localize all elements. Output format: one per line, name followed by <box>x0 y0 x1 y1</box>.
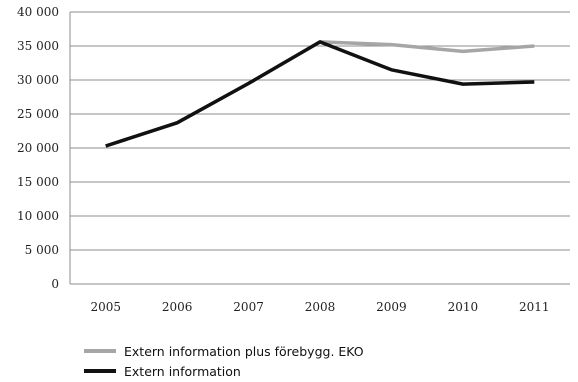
legend-item-extern-plus: Extern information plus förebygg. EKO <box>84 341 364 361</box>
x-tick-label: 2010 <box>448 300 479 314</box>
x-tick-label: 2009 <box>376 300 407 314</box>
y-tick-label: 40 000 <box>17 5 59 19</box>
legend-item-extern: Extern information <box>84 361 364 381</box>
y-tick-label: 30 000 <box>17 73 59 87</box>
y-tick-label: 35 000 <box>17 39 59 53</box>
y-tick-label: 25 000 <box>17 107 59 121</box>
legend-swatch-extern-plus <box>84 349 116 353</box>
legend-label-extern-plus: Extern information plus förebygg. EKO <box>124 343 364 359</box>
y-tick-label: 0 <box>51 277 59 291</box>
x-tick-label: 2011 <box>519 300 550 314</box>
series-line-extern-plus <box>105 40 535 148</box>
gridlines <box>69 11 570 285</box>
legend: Extern information plus förebygg. EKO Ex… <box>84 341 364 381</box>
x-axis-tick-labels: 2005 2006 2007 2008 2009 2010 2011 <box>90 300 549 314</box>
legend-label-extern: Extern information <box>124 363 241 379</box>
x-tick-label: 2007 <box>233 300 264 314</box>
line-chart: 0 5 000 10 000 15 000 20 000 25 000 30 000 35 0… <box>17 5 570 314</box>
y-tick-label: 10 000 <box>17 209 59 223</box>
x-tick-label: 2006 <box>162 300 193 314</box>
series-line-extern <box>105 40 535 148</box>
legend-swatch-extern <box>84 369 116 373</box>
series-lines <box>105 40 535 148</box>
y-tick-label: 15 000 <box>17 175 59 189</box>
y-axis-tick-labels: 0 5 000 10 000 15 000 20 000 25 000 30 000 35 0… <box>17 5 59 291</box>
x-tick-label: 2005 <box>90 300 121 314</box>
y-tick-label: 5 000 <box>25 243 59 257</box>
y-tick-label: 20 000 <box>17 141 59 155</box>
x-tick-label: 2008 <box>305 300 336 314</box>
